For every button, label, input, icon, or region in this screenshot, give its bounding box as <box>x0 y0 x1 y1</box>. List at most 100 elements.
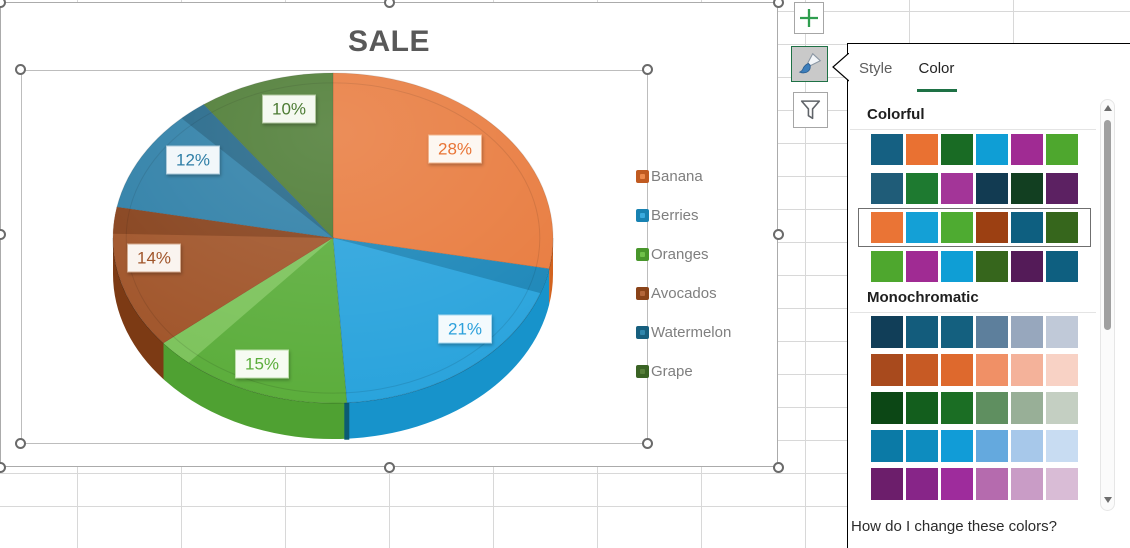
data-label-oranges[interactable]: 15% <box>234 349 290 379</box>
color-swatch <box>941 173 973 204</box>
selection-handle[interactable] <box>772 228 784 240</box>
legend-marker <box>636 209 649 222</box>
selection-handle[interactable] <box>0 228 6 240</box>
legend-label: Grape <box>651 363 693 380</box>
selection-handle[interactable] <box>0 461 6 473</box>
color-swatch <box>1046 173 1078 204</box>
data-label-avocados[interactable]: 14% <box>126 243 182 273</box>
data-label-watermelon[interactable]: 12% <box>165 145 221 175</box>
color-swatch <box>871 354 903 386</box>
color-swatch <box>906 468 938 500</box>
chart-legend[interactable]: Banana Berries Oranges Avocados Watermelon Gr… <box>636 168 731 380</box>
data-label-banana[interactable]: 28% <box>427 134 483 164</box>
selection-handle[interactable] <box>772 461 784 473</box>
selection-handle[interactable] <box>641 63 653 75</box>
chart-filters-button[interactable] <box>793 92 828 128</box>
legend-marker <box>636 365 649 378</box>
data-label-berries[interactable]: 21% <box>437 314 493 344</box>
palette-sections: Colorful Monochromatic <box>848 101 1098 503</box>
color-swatch <box>941 392 973 424</box>
legend-label: Watermelon <box>651 324 732 341</box>
chart-title[interactable]: SALE <box>347 25 431 58</box>
color-swatch <box>871 212 903 243</box>
palette-row[interactable] <box>858 351 1091 389</box>
pie-rim-berries[interactable] <box>346 268 550 439</box>
color-swatch <box>906 212 938 243</box>
data-label-grape[interactable]: 10% <box>261 94 317 124</box>
color-swatch <box>1011 134 1043 165</box>
color-swatch <box>976 392 1008 424</box>
selection-handle[interactable] <box>383 0 395 8</box>
chart-styles-button[interactable] <box>791 46 828 82</box>
legend-item-avocados[interactable]: Avocados <box>636 285 731 302</box>
legend-item-grape[interactable]: Grape <box>636 363 731 380</box>
legend-label: Berries <box>651 207 699 224</box>
plot-area-selection[interactable] <box>21 70 648 444</box>
palette-section-monochromatic: Monochromatic <box>848 289 1098 503</box>
color-swatch <box>906 430 938 462</box>
filter-icon <box>800 99 821 119</box>
color-swatch <box>871 392 903 424</box>
palette-row[interactable] <box>858 427 1091 465</box>
color-swatch <box>976 173 1008 204</box>
legend-item-watermelon[interactable]: Watermelon <box>636 324 731 341</box>
color-swatch <box>941 354 973 386</box>
color-swatch <box>1046 251 1078 282</box>
color-swatch <box>871 134 903 165</box>
color-swatch <box>906 354 938 386</box>
legend-marker-highlight <box>640 252 645 257</box>
selection-handle[interactable] <box>14 63 26 75</box>
color-swatch <box>941 212 973 243</box>
scrollbar-down-arrow[interactable] <box>1104 497 1112 503</box>
color-swatch <box>976 134 1008 165</box>
palette-row[interactable] <box>858 130 1091 169</box>
paintbrush-icon <box>798 52 821 74</box>
chart-area[interactable]: SALE Banana Berries Oranges Avocados Waterme… <box>0 2 778 467</box>
color-swatch <box>1011 430 1043 462</box>
palette-row[interactable] <box>858 247 1091 286</box>
tab-style[interactable]: Style <box>859 60 893 77</box>
legend-marker-highlight <box>640 174 645 179</box>
pie-rim-avocados[interactable] <box>112 238 164 380</box>
pie-rim-banana[interactable] <box>549 238 553 305</box>
tab-color[interactable]: Color <box>918 60 955 77</box>
section-divider <box>850 129 1096 130</box>
color-swatch <box>976 430 1008 462</box>
palette-row[interactable] <box>858 208 1091 247</box>
section-heading: Monochromatic <box>867 289 979 306</box>
scrollbar-thumb[interactable] <box>1104 120 1111 330</box>
color-swatch <box>1046 212 1078 243</box>
color-swatch <box>941 430 973 462</box>
panel-callout-notch <box>832 53 849 82</box>
legend-marker-highlight <box>640 330 645 335</box>
selection-handle[interactable] <box>641 437 653 449</box>
legend-item-banana[interactable]: Banana <box>636 168 731 185</box>
color-swatch <box>941 468 973 500</box>
plus-icon <box>800 9 818 27</box>
palette-row[interactable] <box>858 389 1091 427</box>
legend-marker <box>636 326 649 339</box>
selection-handle[interactable] <box>772 0 784 8</box>
pie-rim-oranges[interactable] <box>163 343 347 440</box>
help-link[interactable]: How do I change these colors? <box>851 518 1057 535</box>
selection-handle[interactable] <box>383 461 395 473</box>
panel-tabs: Style Color <box>859 60 976 77</box>
chart-elements-button[interactable] <box>794 2 824 34</box>
selection-handle[interactable] <box>0 0 6 8</box>
color-swatch <box>871 430 903 462</box>
color-swatch <box>1011 251 1043 282</box>
selection-handle[interactable] <box>14 437 26 449</box>
legend-marker <box>636 287 649 300</box>
color-swatch <box>941 134 973 165</box>
legend-item-oranges[interactable]: Oranges <box>636 246 731 263</box>
color-swatch <box>1046 316 1078 348</box>
legend-item-berries[interactable]: Berries <box>636 207 731 224</box>
legend-marker <box>636 248 649 261</box>
palette-section-colorful: Colorful <box>848 106 1098 286</box>
scrollbar-up-arrow[interactable] <box>1104 105 1112 111</box>
panel-scrollbar[interactable] <box>1100 99 1115 511</box>
palette-row[interactable] <box>858 465 1091 503</box>
palette-row[interactable] <box>858 313 1091 351</box>
color-swatch <box>906 173 938 204</box>
palette-row[interactable] <box>858 169 1091 208</box>
